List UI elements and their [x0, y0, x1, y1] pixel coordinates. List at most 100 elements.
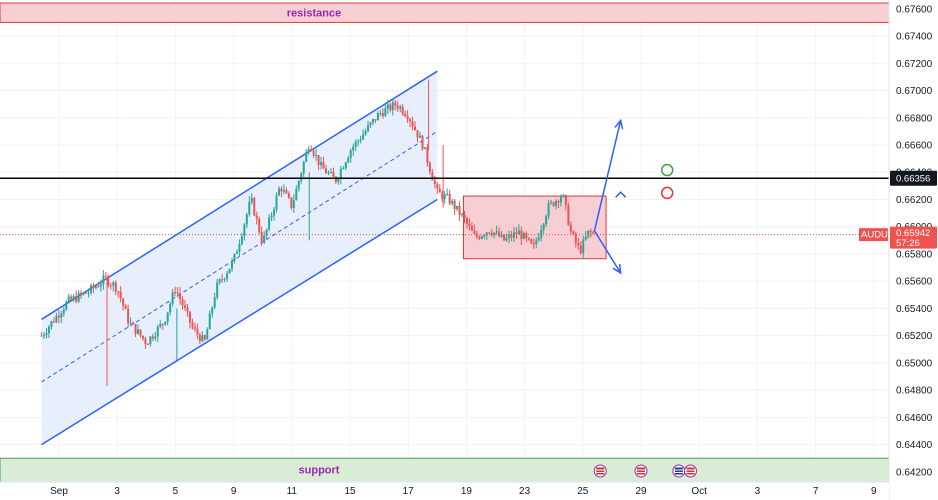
candle-body [196, 328, 199, 335]
candle-body [208, 313, 211, 330]
time-tick-label: Oct [691, 486, 707, 497]
event-flag-icon[interactable] [634, 464, 648, 478]
channel-lower-line[interactable] [41, 198, 438, 446]
candle-body [171, 292, 174, 304]
candle-body [399, 106, 402, 109]
candle-body [277, 188, 280, 196]
candle-body [62, 309, 65, 314]
candle-body [470, 225, 473, 231]
candle-body [352, 146, 355, 151]
time-tick-label: 3 [755, 486, 761, 497]
candle-body [347, 157, 350, 163]
candle-body [90, 285, 93, 293]
candle-body [364, 131, 367, 135]
price-tick-label: 0.64600 [896, 413, 933, 424]
candle-body [235, 251, 238, 254]
candle-body [394, 102, 397, 106]
event-flag-icon[interactable] [593, 464, 607, 478]
candle-body [379, 112, 382, 114]
candle-body [77, 292, 80, 302]
candles [40, 79, 595, 387]
candle-body [515, 232, 518, 235]
candle-body [567, 205, 570, 226]
candle-body [436, 183, 439, 189]
last-price-badge [890, 226, 937, 249]
candle-body [500, 234, 503, 237]
candle-body [322, 162, 325, 169]
projection-arrow-down[interactable] [593, 230, 622, 274]
price-axis[interactable]: 0.67600 0.67400 0.67200 0.67000 0.66800 0.666… [888, 0, 938, 500]
candle-body [270, 215, 273, 218]
candle-body [70, 296, 73, 300]
candle-body [552, 202, 555, 206]
candle-body [320, 162, 323, 166]
key-level-badge [890, 170, 937, 186]
candle-body [480, 236, 483, 239]
candle-body [418, 135, 421, 138]
candle-body [72, 296, 75, 300]
candle-body [354, 141, 357, 147]
candle-body [443, 194, 446, 200]
last-price-text: 0.65942 [896, 228, 930, 239]
candle-body [562, 195, 565, 197]
candle-body [386, 104, 389, 109]
projection-arrows[interactable] [593, 118, 627, 275]
candle-body [203, 335, 206, 340]
event-flag-body [637, 467, 645, 475]
projection-arrow-up-head [614, 118, 624, 130]
ascending-channel[interactable] [41, 70, 438, 446]
candle-body [332, 171, 335, 177]
candle-body [60, 313, 63, 318]
consolidation-box[interactable] [462, 195, 607, 260]
time-tick-label: 25 [577, 486, 589, 497]
support-zone[interactable] [0, 457, 890, 484]
candle-body [107, 276, 110, 286]
candle-body [43, 334, 46, 336]
economic-events[interactable] [593, 464, 697, 478]
candle-body [188, 311, 191, 323]
candle-body [423, 147, 426, 149]
candle-body [327, 172, 330, 174]
candle-body [240, 236, 243, 244]
event-flag-icon[interactable] [683, 464, 697, 478]
time-axis[interactable]: Sep 3 5 9 11 15 17 19 23 25 29 Oct 3 7 9 [0, 481, 889, 500]
candle-body [290, 197, 293, 208]
candle-body [181, 299, 184, 306]
signals [660, 163, 674, 200]
event-flag-icon[interactable] [672, 464, 686, 478]
candle-body [141, 335, 144, 339]
candle-body [376, 113, 379, 121]
price-tick-label: 0.66800 [896, 113, 933, 124]
resistance-zone[interactable] [0, 2, 890, 23]
candle-body [149, 336, 152, 345]
candle-body [448, 193, 451, 204]
candle-body [564, 195, 567, 206]
candle-body [493, 232, 496, 235]
candle-body [238, 243, 241, 252]
price-tick-label: 0.66200 [896, 195, 933, 206]
candle-body [431, 171, 434, 181]
candle-body [176, 292, 179, 294]
candle-body [458, 205, 461, 216]
candle-body [285, 190, 288, 194]
candle-body [391, 102, 394, 111]
candle-body [127, 308, 130, 324]
candle-body [263, 235, 266, 243]
candle-body [557, 200, 560, 203]
consolidation-rectangle[interactable] [462, 195, 607, 260]
time-tick-label: 9 [231, 486, 237, 497]
candle-body [97, 286, 100, 288]
candle-body [414, 126, 417, 131]
candle-body [483, 235, 486, 237]
candle-body [287, 193, 290, 198]
candle-body [250, 197, 253, 202]
time-tick-label: 7 [813, 486, 819, 497]
projection-arrow-up[interactable] [593, 120, 622, 231]
candle-body [406, 116, 409, 120]
candle-body [367, 125, 370, 132]
candle-body [265, 229, 268, 236]
candle-body [475, 233, 478, 237]
buy-signal-circle [660, 163, 674, 177]
candle-body [80, 292, 83, 295]
